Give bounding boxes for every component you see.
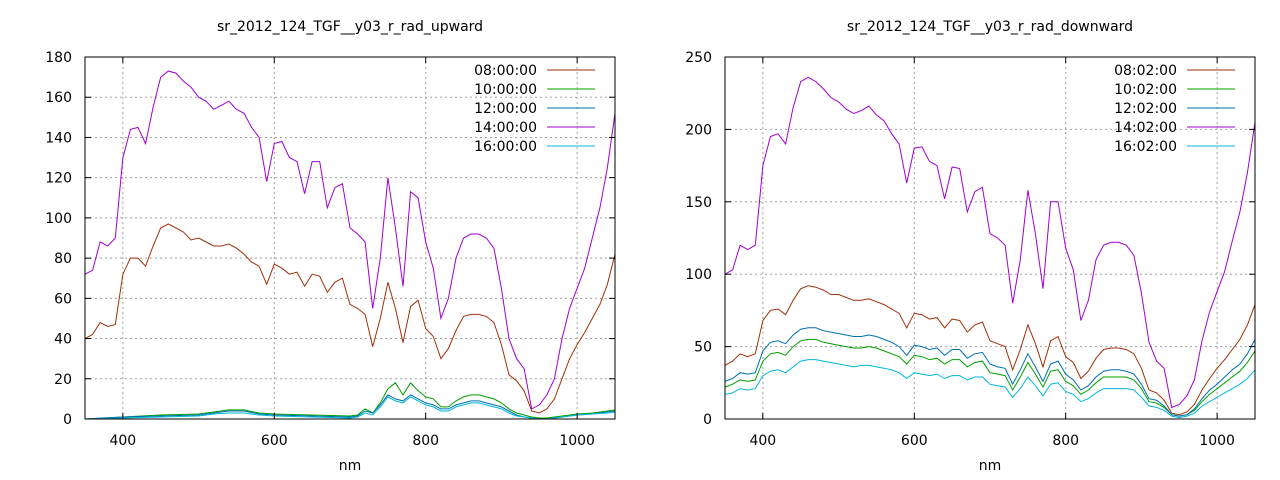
chart-title: sr_2012_124_TGF__y03_r_rad_downward [847, 19, 1133, 35]
x-tick-label: 400 [749, 433, 776, 449]
y-tick-label: 80 [54, 251, 72, 267]
series-line [724, 359, 1256, 419]
series-line [724, 285, 1256, 416]
legend: 08:00:00 10:00:00 12:00:00 14:00:00 16:00:00 [474, 63, 595, 155]
y-tick-label: 150 [685, 195, 712, 211]
x-axis-label: nm [979, 458, 1002, 474]
series-line [84, 223, 616, 414]
y-tick-label: 0 [63, 412, 72, 428]
y-tick-label: 100 [45, 211, 72, 227]
legend-label: 10:00:00 [474, 82, 537, 98]
legend-label: 14:02:00 [1114, 120, 1177, 136]
axis-ticks: 400 600 800 1000 0 50 100 150 200 250 [685, 50, 1256, 449]
legend-label: 16:00:00 [474, 139, 537, 155]
y-tick-label: 0 [703, 412, 712, 428]
legend-label: 08:02:00 [1114, 63, 1177, 79]
y-tick-label: 100 [685, 267, 712, 283]
series-line [724, 76, 1256, 409]
chart-title: sr_2012_124_TGF__y03_r_rad_upward [217, 19, 483, 35]
x-tick-label: 800 [1052, 433, 1079, 449]
series-line [724, 338, 1256, 417]
y-tick-label: 60 [54, 291, 72, 307]
x-tick-label: 400 [109, 433, 136, 449]
series-line [724, 327, 1256, 417]
x-tick-label: 800 [412, 433, 439, 449]
x-tick-label: 600 [261, 433, 288, 449]
series-line [84, 70, 616, 410]
y-tick-label: 140 [45, 130, 72, 146]
y-tick-label: 160 [45, 90, 72, 106]
legend-label: 08:00:00 [474, 63, 537, 79]
downward-radiance-chart: sr_2012_124_TGF__y03_r_rad_downward nm 4… [685, 19, 1256, 474]
legend-label: 12:00:00 [474, 101, 537, 117]
y-tick-label: 180 [45, 50, 72, 66]
x-tick-label: 1000 [1199, 433, 1235, 449]
legend-label: 16:02:00 [1114, 139, 1177, 155]
series-line [84, 381, 616, 420]
plot-area [724, 76, 1256, 419]
legend-label: 12:02:00 [1114, 101, 1177, 117]
x-tick-label: 1000 [559, 433, 595, 449]
plot-frame [84, 56, 616, 420]
legend-label: 14:00:00 [474, 120, 537, 136]
upward-radiance-chart: sr_2012_124_TGF__y03_r_rad_upward nm 400… [45, 19, 616, 474]
y-tick-label: 200 [685, 122, 712, 138]
grid-lines [85, 57, 615, 419]
legend: 08:02:00 10:02:00 12:02:00 14:02:00 16:02:00 [1114, 63, 1235, 155]
legend-label: 10:02:00 [1114, 82, 1177, 98]
grid-lines [725, 57, 1255, 419]
y-tick-label: 40 [54, 332, 72, 348]
y-tick-label: 50 [694, 340, 712, 356]
y-tick-label: 20 [54, 372, 72, 388]
y-tick-label: 120 [45, 171, 72, 187]
plot-frame [724, 56, 1256, 420]
plot-area [84, 70, 616, 420]
y-tick-label: 250 [685, 50, 712, 66]
x-tick-label: 600 [901, 433, 928, 449]
x-axis-label: nm [339, 458, 362, 474]
axis-ticks: 400 600 800 1000 0 20 40 60 80 100 120 140 160 180 [45, 50, 616, 449]
